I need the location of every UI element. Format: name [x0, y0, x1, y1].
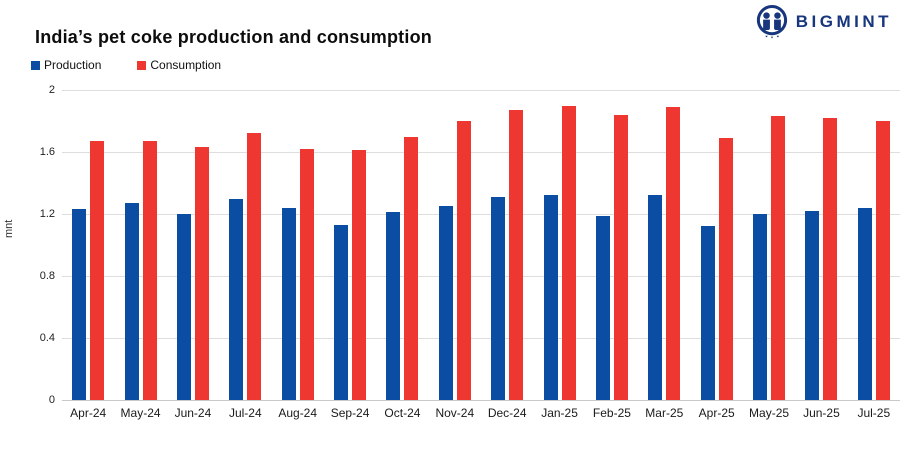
consumption-bar[interactable]: [456, 121, 471, 400]
consumption-bar[interactable]: [404, 136, 419, 400]
bar-group: Feb-25: [586, 90, 638, 420]
production-swatch: [31, 60, 40, 70]
production-bar[interactable]: [491, 196, 506, 400]
legend-label-production: Production: [44, 58, 102, 72]
production-bar[interactable]: [229, 198, 244, 400]
bar-group: May-25: [743, 90, 795, 420]
consumption-bar[interactable]: [666, 107, 681, 400]
production-bar[interactable]: [176, 214, 191, 400]
x-tick-label: May-25: [749, 406, 790, 420]
y-tick-label: 0.8: [39, 270, 55, 282]
consumption-bar[interactable]: [613, 114, 628, 400]
production-bar[interactable]: [124, 203, 139, 400]
bar-group: Aug-24: [272, 90, 324, 420]
legend-item-consumption[interactable]: Consumption: [137, 58, 221, 72]
brand-name: BIGMINT: [795, 12, 892, 31]
bar-group: Oct-24: [376, 90, 428, 420]
bar-group: Mar-25: [638, 90, 690, 420]
consumption-swatch: [137, 60, 147, 70]
x-tick-label: Jul-24: [228, 406, 262, 420]
brand-logo: BIGMINT: [755, 3, 892, 41]
chart-title: India’s pet coke production and consumpt…: [35, 27, 432, 47]
bar-groups: Apr-24 May-24 Jun-24 Jul-24 Aug-24 Sep-24 Oct-…: [62, 90, 900, 420]
consumption-bar[interactable]: [90, 141, 105, 400]
bar-group: Apr-24: [62, 90, 114, 420]
y-tick-label: 1.2: [39, 208, 55, 220]
gridline: [62, 276, 900, 277]
production-bar[interactable]: [72, 209, 87, 400]
x-tick-label: Jan-25: [541, 406, 578, 420]
legend-label-consumption: Consumption: [150, 58, 222, 72]
bar-group: Jan-25: [533, 90, 585, 420]
gridline: [62, 338, 900, 339]
x-tick-label: Apr-24: [70, 406, 107, 420]
consumption-bar[interactable]: [247, 133, 262, 400]
x-tick-label: Apr-25: [698, 406, 735, 420]
x-tick-label: Sep-24: [330, 406, 370, 420]
legend-item-production[interactable]: Production: [31, 58, 101, 72]
gridline: [62, 152, 900, 153]
x-tick-label: Aug-24: [278, 406, 318, 420]
bar-group: Jun-24: [167, 90, 219, 420]
production-bar[interactable]: [595, 215, 610, 400]
production-bar[interactable]: [700, 226, 715, 400]
x-tick-label: Nov-24: [435, 406, 475, 420]
consumption-bar[interactable]: [299, 148, 314, 400]
consumption-bar[interactable]: [142, 141, 157, 400]
production-bar[interactable]: [857, 207, 872, 400]
y-axis: 2 1.6 1.2 0.8 0.4 0: [0, 84, 55, 406]
gridline: [62, 90, 900, 91]
consumption-bar[interactable]: [718, 138, 733, 400]
production-bar[interactable]: [438, 206, 453, 400]
x-tick-label: Dec-24: [487, 406, 527, 420]
x-axis-baseline: [62, 400, 900, 401]
y-tick-label: 2: [48, 84, 55, 96]
bar-group: Jun-25: [795, 90, 847, 420]
x-tick-label: May-24: [120, 406, 161, 420]
bar-group: Jul-25: [848, 90, 900, 420]
production-bar[interactable]: [334, 224, 349, 400]
bar-group: Apr-25: [691, 90, 743, 420]
x-tick-label: Oct-24: [384, 406, 421, 420]
x-tick-label: Feb-25: [592, 406, 631, 420]
x-tick-label: Jun-24: [174, 406, 212, 420]
gridline: [62, 214, 900, 215]
y-tick-label: 0: [48, 394, 55, 406]
consumption-bar[interactable]: [194, 147, 209, 400]
y-tick-label: 0.4: [39, 332, 55, 344]
legend: Production Consumption: [31, 58, 221, 72]
production-bar[interactable]: [281, 207, 296, 400]
consumption-bar[interactable]: [509, 110, 524, 400]
consumption-bar[interactable]: [875, 121, 890, 400]
x-tick-label: Jun-25: [803, 406, 840, 420]
x-tick-label: Jul-25: [857, 406, 891, 420]
bar-group: Dec-24: [481, 90, 533, 420]
bigmint-icon: [756, 5, 787, 39]
x-tick-label: Mar-25: [645, 406, 684, 420]
production-bar[interactable]: [805, 210, 820, 400]
consumption-bar[interactable]: [823, 117, 838, 400]
consumption-bar[interactable]: [561, 105, 576, 400]
y-tick-label: 1.6: [39, 146, 55, 158]
bar-group: Jul-24: [219, 90, 271, 420]
production-bar[interactable]: [543, 195, 558, 400]
consumption-bar[interactable]: [352, 150, 367, 400]
consumption-bar[interactable]: [771, 116, 786, 400]
production-bar[interactable]: [386, 212, 401, 400]
bar-group: May-24: [114, 90, 166, 420]
plot-area: Apr-24 May-24 Jun-24 Jul-24 Aug-24 Sep-24 Oct-…: [62, 90, 900, 420]
bar-group: Nov-24: [429, 90, 481, 420]
bar-group: Sep-24: [324, 90, 376, 420]
production-bar[interactable]: [753, 214, 768, 400]
production-bar[interactable]: [648, 195, 663, 400]
